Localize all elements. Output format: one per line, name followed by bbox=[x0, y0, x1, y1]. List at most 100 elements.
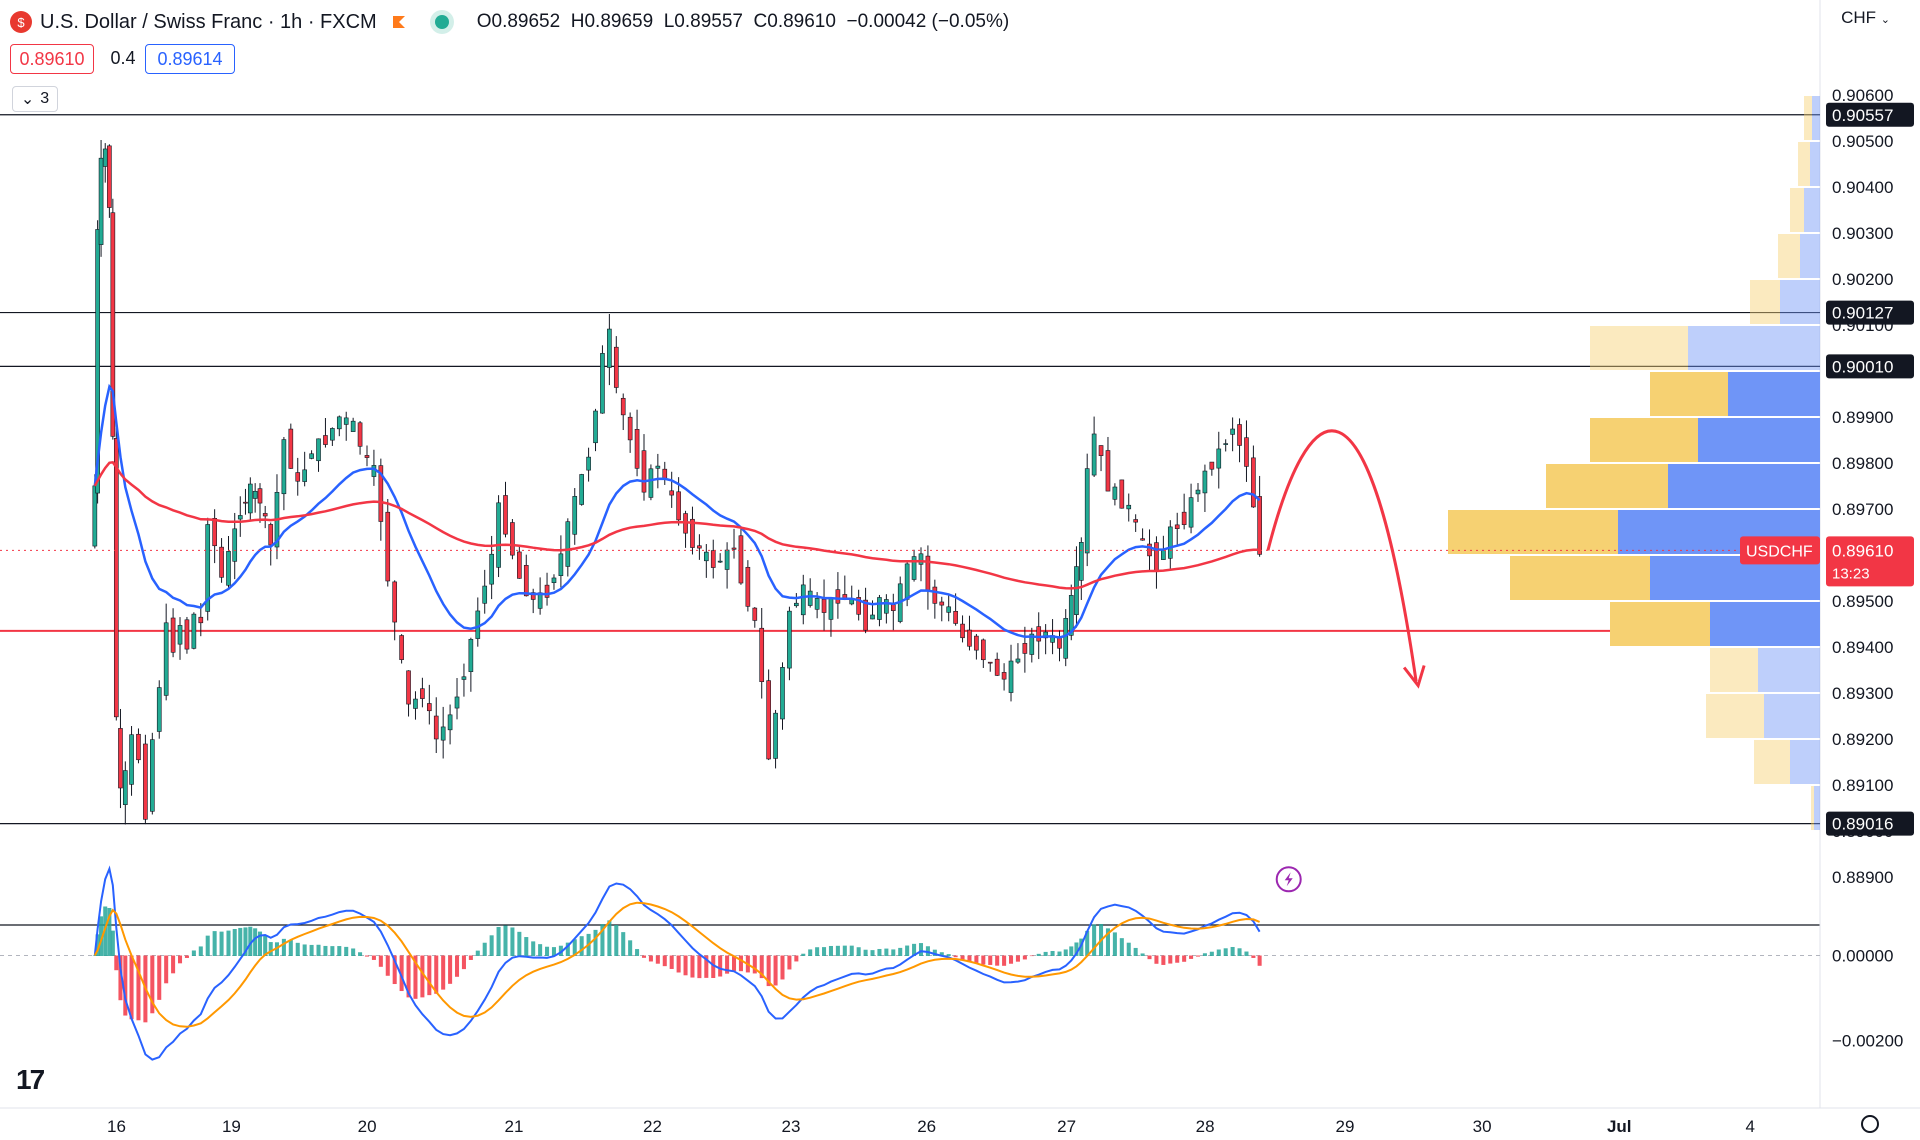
macd-histogram-bar bbox=[946, 954, 951, 956]
candle-body bbox=[1230, 428, 1235, 435]
candle-body bbox=[620, 397, 626, 416]
macd-tick-label: 0.00000 bbox=[1832, 947, 1893, 966]
macd-histogram-bar bbox=[95, 934, 100, 956]
candle-body bbox=[252, 490, 258, 499]
macd-signal-line bbox=[93, 901, 1260, 1028]
candle-body bbox=[558, 553, 564, 576]
macd-histogram-bar bbox=[1223, 948, 1228, 956]
candle-body bbox=[102, 148, 108, 167]
candle-body bbox=[766, 680, 771, 760]
macd-histogram-bar bbox=[309, 944, 314, 956]
macd-histogram-bar bbox=[1154, 955, 1159, 964]
macd-histogram-bar bbox=[503, 925, 508, 956]
level-price-badge bbox=[1826, 811, 1914, 836]
macd-histogram-bar bbox=[295, 942, 300, 956]
macd-histogram-bar bbox=[1036, 953, 1041, 956]
time-tick-label: 21 bbox=[504, 1117, 523, 1136]
price-tick-label: 0.89800 bbox=[1832, 454, 1893, 473]
ema-slow-line bbox=[93, 460, 1260, 590]
candle-body bbox=[1188, 497, 1194, 528]
ohlc-open: O0.89652 bbox=[476, 11, 561, 32]
candle-body bbox=[1112, 486, 1118, 500]
candle-body bbox=[1257, 496, 1262, 555]
candle-body bbox=[800, 584, 806, 616]
volume-profile-sell-bar bbox=[1780, 280, 1820, 324]
buy-price-button[interactable]: 0.89614 bbox=[145, 44, 235, 74]
macd-histogram-bar bbox=[614, 924, 619, 956]
candle-body bbox=[517, 551, 522, 579]
candle-body bbox=[877, 597, 882, 620]
candle-body bbox=[967, 629, 972, 647]
macd-histogram-bar bbox=[787, 955, 792, 970]
candle-body bbox=[669, 490, 675, 496]
candle-body bbox=[323, 435, 328, 445]
time-tick-label: 19 bbox=[222, 1117, 241, 1136]
macd-histogram-bar bbox=[358, 952, 363, 956]
volume-profile-buy-bar bbox=[1650, 372, 1728, 416]
candle-body bbox=[641, 450, 647, 493]
macd-histogram-bar bbox=[655, 955, 660, 964]
currency-selector[interactable]: CHF ⌄ bbox=[1841, 8, 1890, 28]
volume-profile-buy-bar bbox=[1750, 280, 1780, 324]
annotation-arrow bbox=[1266, 429, 1418, 682]
symbol-title[interactable]: U.S. Dollar / Swiss Franc · 1h · FXCM bbox=[40, 10, 377, 33]
macd-histogram-bar bbox=[118, 955, 123, 1001]
time-tick-label: 29 bbox=[1335, 1117, 1354, 1136]
macd-histogram-bar bbox=[99, 916, 104, 956]
indicators-toggle-button[interactable]: ⌄ 3 bbox=[12, 86, 58, 112]
macd-histogram-bar bbox=[718, 955, 723, 977]
candle-body bbox=[92, 485, 98, 547]
candle-body bbox=[95, 229, 100, 494]
macd-histogram-bar bbox=[1008, 955, 1014, 964]
market-status-icon[interactable] bbox=[434, 15, 449, 29]
tradingview-logo-icon[interactable]: 17 bbox=[16, 1064, 45, 1095]
volume-profile-sell-bar bbox=[1688, 326, 1820, 370]
candle-body bbox=[309, 453, 314, 459]
macd-histogram-bar bbox=[399, 955, 404, 992]
macd-histogram-bar bbox=[302, 944, 307, 956]
macd-histogram-bar bbox=[822, 947, 827, 956]
time-tick-label: 23 bbox=[781, 1117, 800, 1136]
candle-body bbox=[399, 635, 404, 660]
candle-body bbox=[295, 472, 301, 482]
ohlc-low: L0.89557 bbox=[663, 11, 743, 32]
sell-price-button[interactable]: 0.89610 bbox=[10, 44, 94, 74]
candle-body bbox=[787, 610, 792, 669]
macd-histogram-bar bbox=[538, 944, 543, 956]
candle-body bbox=[170, 617, 176, 653]
price-tick-label: 0.89500 bbox=[1832, 592, 1893, 611]
candle-body bbox=[946, 606, 952, 613]
macd-histogram-bar bbox=[752, 955, 757, 974]
macd-histogram-bar bbox=[918, 943, 924, 956]
lightning-glyph-icon bbox=[1284, 872, 1293, 887]
ohlc-high: H0.89659 bbox=[570, 11, 654, 32]
macd-histogram-bar bbox=[281, 938, 286, 956]
macd-histogram-bar bbox=[863, 949, 868, 956]
volume-profile-sell-bar bbox=[1698, 418, 1820, 462]
price-tick-label: 0.90400 bbox=[1832, 178, 1893, 197]
currency-label: CHF bbox=[1841, 8, 1877, 27]
candle-body bbox=[780, 667, 785, 720]
macd-histogram-bar bbox=[828, 945, 833, 956]
macd-histogram-bar bbox=[323, 945, 328, 956]
macd-histogram-bar bbox=[967, 955, 972, 963]
candle-body bbox=[302, 469, 307, 482]
macd-histogram-bar bbox=[974, 955, 979, 964]
time-tick-label: 4 bbox=[1745, 1117, 1754, 1136]
candle-body bbox=[1068, 595, 1074, 636]
candle-body bbox=[1091, 433, 1097, 476]
macd-histogram-bar bbox=[607, 920, 612, 956]
macd-histogram-bar bbox=[475, 950, 480, 956]
macd-histogram-bar bbox=[263, 935, 268, 956]
candle-body bbox=[426, 703, 432, 712]
macd-histogram-bar bbox=[427, 955, 432, 996]
candle-body bbox=[1202, 470, 1208, 494]
macd-histogram-bar bbox=[1147, 955, 1152, 960]
macd-histogram-bar bbox=[1050, 950, 1055, 956]
volume-profile-sell-bar bbox=[1710, 602, 1820, 646]
macd-histogram-bar bbox=[150, 955, 155, 1014]
volume-profile-buy-bar bbox=[1590, 418, 1698, 462]
candle-body bbox=[149, 739, 155, 812]
macd-histogram-bar bbox=[257, 931, 263, 956]
